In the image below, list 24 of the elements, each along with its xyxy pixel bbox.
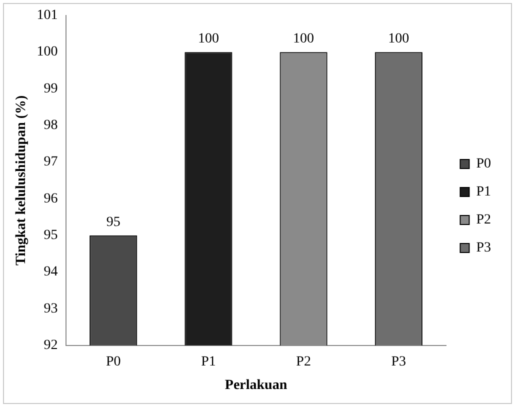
legend-label: P1	[476, 184, 492, 200]
y-tick-label: 94	[44, 264, 58, 280]
data-label: 95	[106, 215, 120, 230]
data-label: 100	[198, 32, 219, 47]
x-axis-title: Perlakuan	[224, 378, 288, 394]
y-tick-label: 95	[44, 228, 58, 244]
data-label: 100	[293, 32, 314, 47]
data-label: 100	[388, 32, 410, 47]
y-tick-label: 99	[44, 81, 58, 96]
x-tick-label: P2	[296, 354, 311, 370]
legend-label: P0	[476, 156, 492, 172]
y-tick-label: 101	[36, 8, 58, 24]
y-tick-label: 93	[44, 301, 58, 316]
y-tick-label: 100	[36, 44, 58, 60]
x-tick-label: P0	[106, 354, 121, 370]
y-tick-label: 96	[44, 191, 58, 206]
y-axis-title: Tingkat kelulushidupan (%)	[14, 94, 30, 266]
y-tick-label: 98	[44, 118, 58, 134]
legend-label: P2	[476, 212, 492, 228]
legend-label: P3	[476, 240, 492, 256]
x-tick-label: P1	[201, 354, 216, 370]
y-tick-label: 97	[44, 154, 58, 170]
x-tick-label: P3	[391, 354, 406, 370]
y-tick-label: 92	[44, 338, 58, 354]
